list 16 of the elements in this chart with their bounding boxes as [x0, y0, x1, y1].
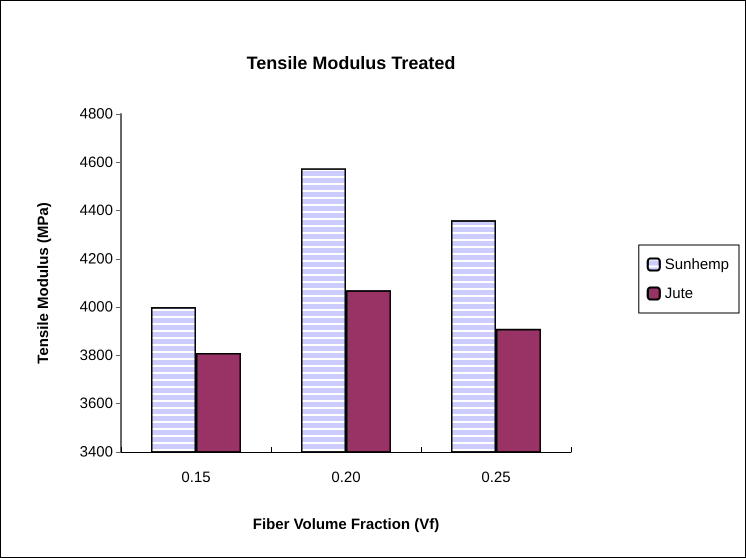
legend-label: Sunhemp	[664, 256, 730, 273]
y-axis-title: Tensile Modulus (MPa)	[35, 202, 52, 364]
y-tick-label: 3400	[80, 444, 113, 460]
y-tick-label: 4200	[80, 250, 113, 268]
x-tick-label: 0.15	[181, 469, 211, 486]
chart-title: Tensile Modulus Treated	[246, 53, 456, 73]
legend-label: Jute	[664, 285, 694, 302]
y-tick-label: 4000	[80, 298, 113, 316]
y-tick-label: 3800	[80, 346, 113, 364]
x-axis-title: Fiber Volume Fraction (Vf)	[252, 516, 440, 533]
y-tick-label: 4400	[80, 202, 113, 220]
x-tick-label: 0.20	[331, 469, 361, 486]
y-tick-label: 4800	[80, 106, 113, 122]
y-tick-label: 3600	[80, 395, 113, 412]
x-tick-label: 0.25	[481, 469, 511, 486]
y-tick-label: 4600	[80, 154, 113, 171]
